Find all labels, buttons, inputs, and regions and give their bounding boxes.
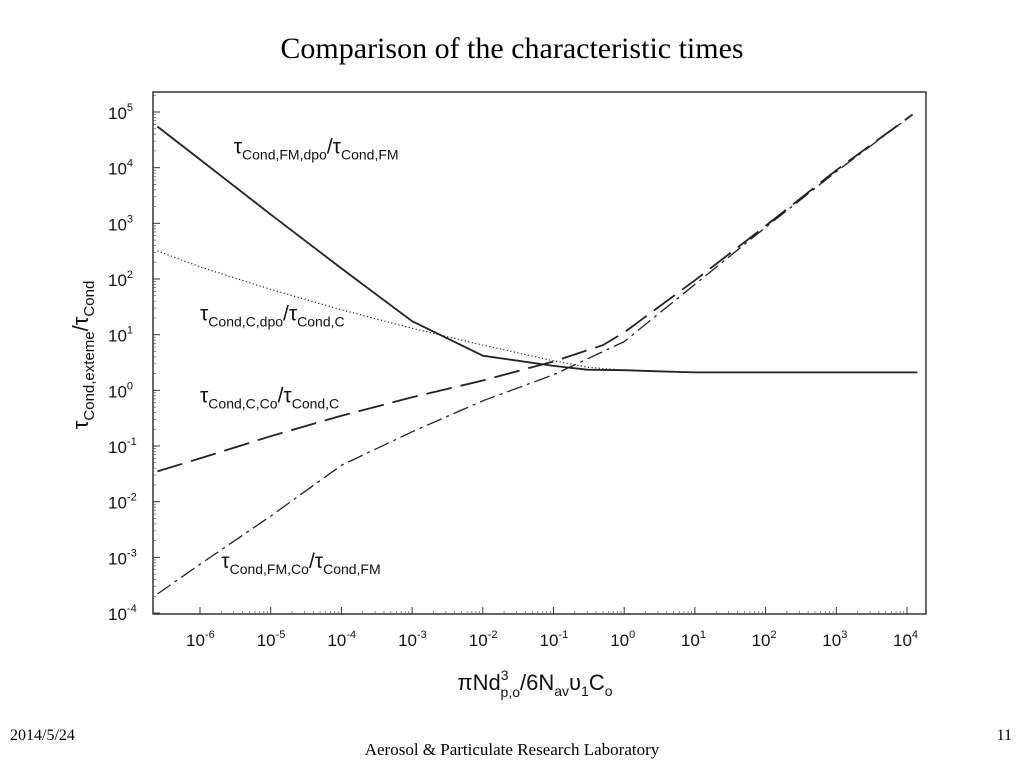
log-log-chart: 10-6 10-5 10-4 10-3 10-2 10-1 100 101 102 103 104 1… — [68, 91, 927, 700]
y-tick-label-0: 105 — [108, 102, 133, 123]
y-tick-label-2: 103 — [108, 213, 133, 234]
series-label-2: τCond,C,Co/τCond,C — [200, 385, 339, 412]
y-tick-label-4: 101 — [108, 325, 133, 346]
x-tick-label-7: 101 — [681, 629, 706, 650]
axis-ticks: 10-6 10-5 10-4 10-3 10-2 10-1 100 101 102 103 104 1… — [108, 94, 918, 650]
series-labels: τCond,FM,dpo/τCond,FM τCond,C,dpo/τCond,C… — [200, 135, 399, 576]
y-tick-label-5: 100 — [108, 380, 133, 401]
x-tick-label-2: 10-4 — [327, 629, 356, 650]
y-tick-label-8: 10-3 — [108, 547, 137, 568]
series-label-3: τCond,FM,Co/τCond,FM — [221, 550, 380, 577]
y-axis-label: τCond,exteme/τCond — [68, 281, 98, 430]
slide-title: Comparison of the characteristic times — [280, 32, 744, 65]
series-line-dashdot — [157, 113, 913, 595]
x-tick-label-10: 104 — [893, 629, 918, 650]
x-axis-label: πNd3 p,o/6Navυ1Co — [457, 667, 612, 700]
x-tick-label-4: 10-2 — [469, 629, 498, 650]
x-tick-label-0: 10-6 — [186, 629, 215, 650]
series-label-1: τCond,C,dpo/τCond,C — [200, 302, 345, 329]
series-line-dotted — [157, 250, 658, 372]
y-tick-label-3: 102 — [108, 269, 133, 290]
plot-frame — [152, 91, 927, 615]
series-line-solid — [156, 125, 918, 374]
footer-date: 2014/5/24 — [10, 727, 75, 744]
y-tick-label-9: 10-4 — [108, 603, 137, 624]
y-tick-label-1: 104 — [108, 158, 133, 179]
y-tick-label-6: 10-1 — [108, 436, 137, 457]
x-tick-label-8: 102 — [752, 629, 777, 650]
x-tick-label-3: 10-3 — [398, 629, 427, 650]
x-tick-label-5: 10-1 — [540, 629, 569, 650]
x-tick-label-6: 100 — [610, 629, 635, 650]
x-tick-label-1: 10-5 — [257, 629, 286, 650]
series-lines — [156, 113, 918, 595]
series-line-dashed — [157, 113, 914, 473]
footer-page-number: 11 — [996, 727, 1012, 744]
x-tick-label-9: 103 — [822, 629, 847, 650]
footer-lab-name: Aerosol & Particulate Research Laborator… — [364, 740, 660, 759]
series-label-0: τCond,FM,dpo/τCond,FM — [234, 135, 399, 162]
y-tick-label-7: 10-2 — [108, 492, 137, 513]
